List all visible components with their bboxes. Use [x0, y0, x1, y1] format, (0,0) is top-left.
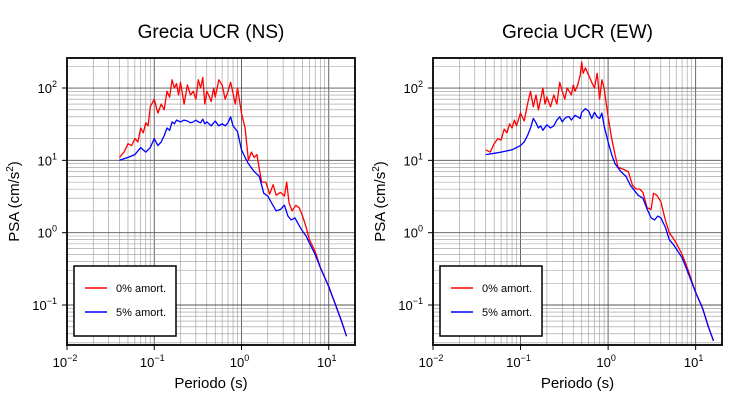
x-tick-label: 101 — [684, 353, 703, 370]
x-tick-label: 100 — [596, 353, 615, 370]
legend-label: 0% amort. — [482, 283, 532, 295]
y-axis-label: PSA (cm/s2) — [5, 161, 23, 242]
legend: 0% amort. 5% amort. — [439, 265, 543, 337]
grid-lines — [432, 58, 723, 345]
x-tick-label: 10−1 — [506, 353, 531, 370]
legend-box — [73, 265, 177, 337]
y-tick-label: 102 — [404, 79, 423, 96]
series-line-blue — [485, 107, 715, 342]
x-tick-label: 10−2 — [53, 353, 78, 370]
x-tick-label: 100 — [230, 353, 249, 370]
legend-box — [439, 265, 543, 337]
chart-title: Grecia UCR (EW) — [502, 22, 653, 43]
legend-label: 5% amort. — [116, 307, 166, 319]
y-axis-label: PSA (cm/s2) — [371, 161, 389, 242]
y-tick-label: 101 — [404, 151, 423, 168]
legend: 0% amort. 5% amort. — [73, 265, 177, 337]
x-axis-label: Periodo (s) — [174, 375, 247, 392]
series-line-red — [119, 76, 348, 337]
chart-title: Grecia UCR (NS) — [138, 22, 285, 43]
legend-label: 0% amort. — [116, 283, 166, 295]
chart-panel-1: 10−2 10−1 100 101 10−1 100 101 102 Grecia UCR (N… — [5, 22, 356, 392]
plot-frame — [66, 57, 356, 346]
y-tick-label: 10−1 — [398, 296, 423, 313]
x-tick-label: 10−1 — [140, 353, 165, 370]
y-tick-label: 100 — [404, 224, 423, 241]
plot-frame — [432, 57, 723, 346]
chart-panel-2: 10−2 10−1 100 101 10−1 100 101 102 Grecia UCR (E… — [371, 22, 723, 392]
x-tick-label: 101 — [317, 353, 336, 370]
series-line-red — [485, 61, 715, 342]
series-line-blue — [119, 116, 348, 337]
y-tick-label: 100 — [38, 224, 57, 241]
x-axis-label: Periodo (s) — [541, 375, 614, 392]
x-tick-label: 10−2 — [419, 353, 444, 370]
grid-lines — [66, 58, 356, 345]
y-tick-label: 101 — [38, 151, 57, 168]
legend-label: 5% amort. — [482, 307, 532, 319]
y-tick-label: 102 — [38, 79, 57, 96]
y-tick-label: 10−1 — [32, 296, 57, 313]
